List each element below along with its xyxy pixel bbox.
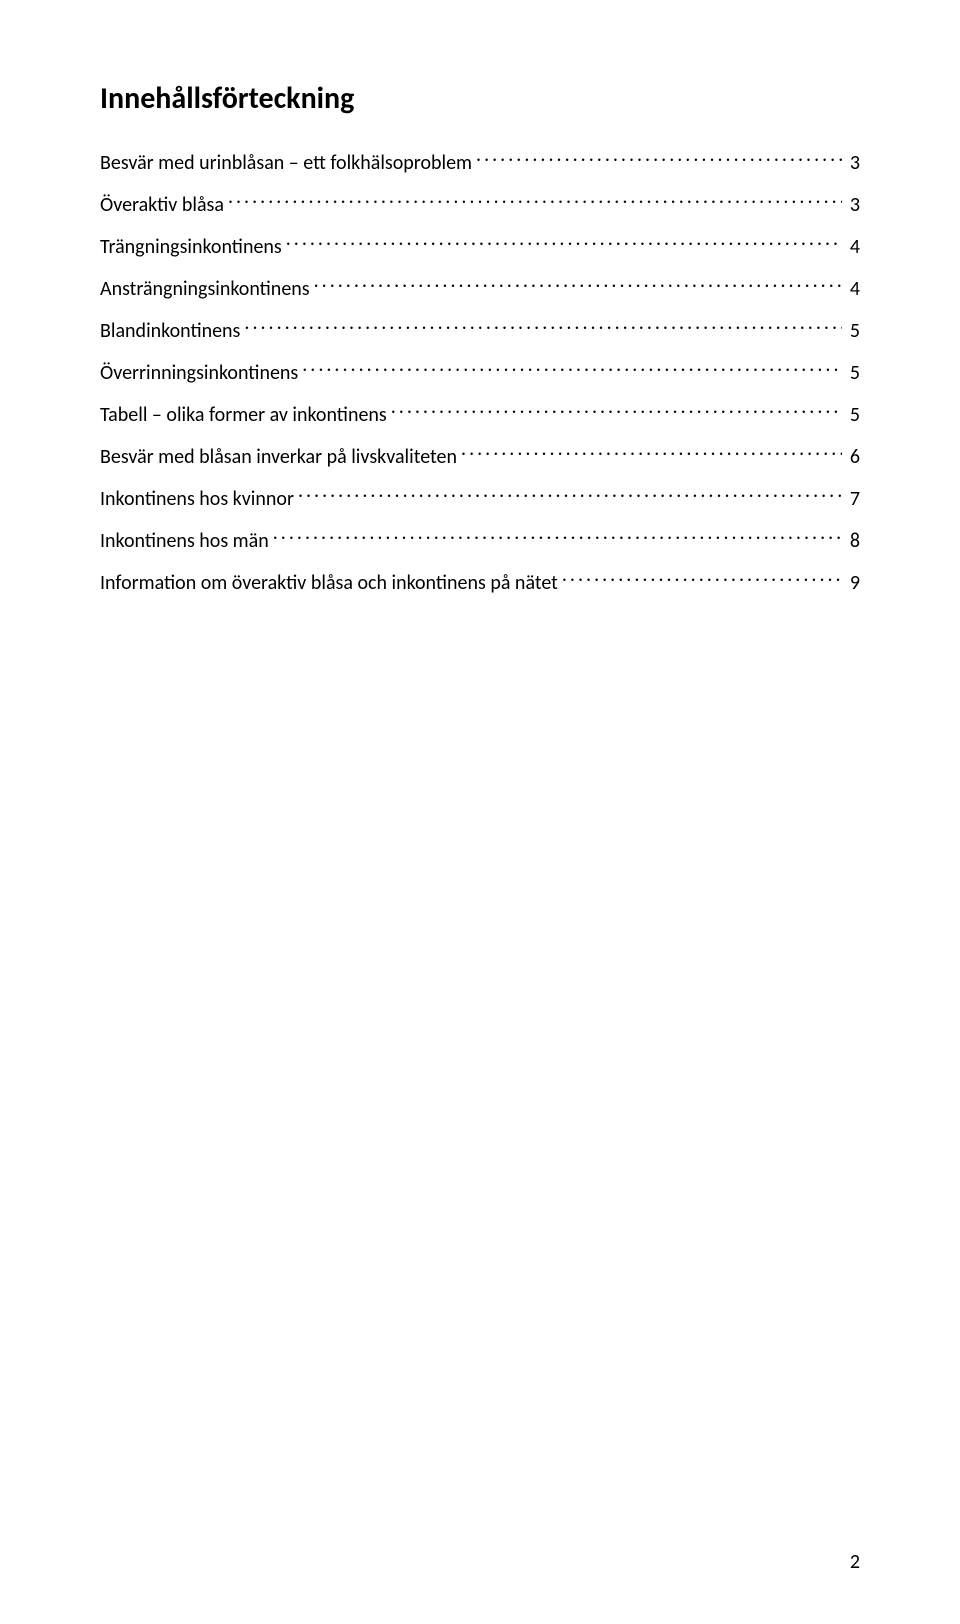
toc-entry: Blandinkontinens 5 <box>100 315 860 347</box>
toc-entry-page: 4 <box>846 273 860 305</box>
toc-entry-page: 5 <box>846 399 860 431</box>
toc-leader-dots <box>562 569 842 589</box>
toc-entry: Ansträngningsinkontinens 4 <box>100 273 860 305</box>
toc-list: Besvär med urinblåsan – ett folkhälsopro… <box>100 147 860 599</box>
toc-entry-label: Inkontinens hos män <box>100 525 269 557</box>
toc-entry-page: 7 <box>846 483 860 515</box>
toc-leader-dots <box>461 443 842 463</box>
toc-entry-label: Överaktiv blåsa <box>100 189 224 221</box>
toc-entry: Överaktiv blåsa 3 <box>100 189 860 221</box>
document-page: Innehållsförteckning Besvär med urinblås… <box>0 0 960 1624</box>
toc-entry-label: Inkontinens hos kvinnor <box>100 483 294 515</box>
toc-entry-page: 8 <box>846 525 860 557</box>
toc-entry-page: 6 <box>846 441 860 473</box>
toc-title: Innehållsförteckning <box>100 80 860 117</box>
toc-entry-page: 9 <box>846 567 860 599</box>
toc-entry-label: Blandinkontinens <box>100 315 240 347</box>
page-number: 2 <box>850 1550 860 1574</box>
toc-entry-label: Tabell – olika former av inkontinens <box>100 399 387 431</box>
toc-entry-page: 3 <box>846 147 860 179</box>
toc-leader-dots <box>302 359 842 379</box>
toc-entry: Inkontinens hos kvinnor 7 <box>100 483 860 515</box>
toc-entry: Besvär med urinblåsan – ett folkhälsopro… <box>100 147 860 179</box>
toc-entry-page: 3 <box>846 189 860 221</box>
toc-entry-page: 5 <box>846 315 860 347</box>
toc-entry-label: Besvär med blåsan inverkar på livskvalit… <box>100 441 457 473</box>
toc-entry: Trängningsinkontinens 4 <box>100 231 860 263</box>
toc-leader-dots <box>298 485 842 505</box>
toc-leader-dots <box>476 149 842 169</box>
toc-entry-label: Överrinningsinkontinens <box>100 357 298 389</box>
toc-entry-label: Ansträngningsinkontinens <box>100 273 310 305</box>
toc-entry: Information om överaktiv blåsa och inkon… <box>100 567 860 599</box>
toc-entry-page: 4 <box>846 231 860 263</box>
toc-entry-label: Information om överaktiv blåsa och inkon… <box>100 567 558 599</box>
toc-leader-dots <box>391 401 842 421</box>
toc-entry-label: Trängningsinkontinens <box>100 231 282 263</box>
toc-leader-dots <box>286 233 842 253</box>
toc-entry-label: Besvär med urinblåsan – ett folkhälsopro… <box>100 147 472 179</box>
toc-leader-dots <box>273 527 842 547</box>
toc-entry: Överrinningsinkontinens 5 <box>100 357 860 389</box>
toc-entry-page: 5 <box>846 357 860 389</box>
toc-entry: Besvär med blåsan inverkar på livskvalit… <box>100 441 860 473</box>
toc-leader-dots <box>314 275 842 295</box>
toc-leader-dots <box>228 191 842 211</box>
toc-entry: Inkontinens hos män 8 <box>100 525 860 557</box>
toc-entry: Tabell – olika former av inkontinens 5 <box>100 399 860 431</box>
toc-leader-dots <box>244 317 841 337</box>
